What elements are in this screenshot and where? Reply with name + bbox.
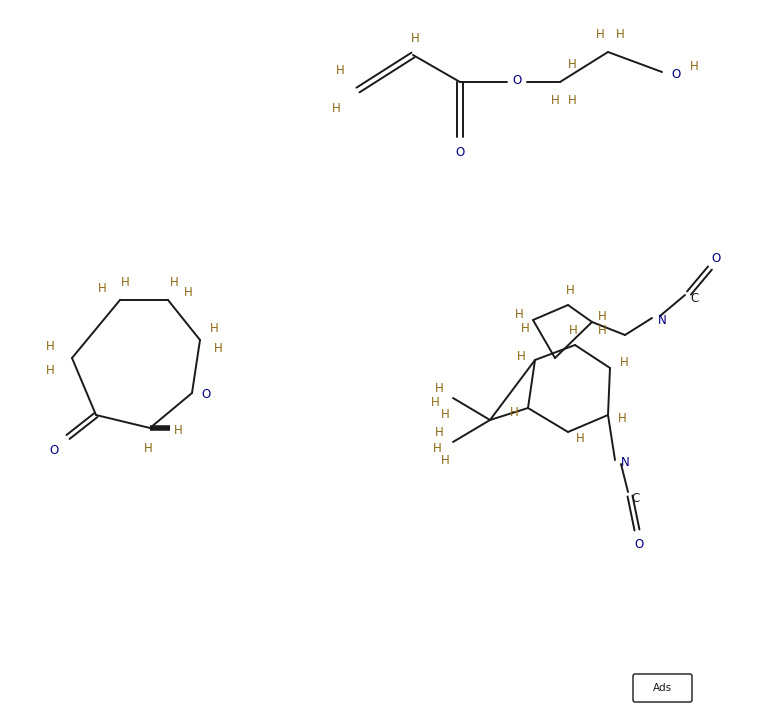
Text: O: O <box>513 74 522 86</box>
Text: H: H <box>441 454 449 467</box>
Text: H: H <box>435 382 444 394</box>
Text: H: H <box>336 64 344 76</box>
Text: O: O <box>672 67 681 81</box>
Text: H: H <box>46 363 54 377</box>
Text: N: N <box>620 455 630 469</box>
Text: H: H <box>46 340 54 353</box>
Text: H: H <box>620 355 628 368</box>
Text: H: H <box>515 307 523 321</box>
Text: H: H <box>184 285 192 299</box>
Text: H: H <box>689 59 698 72</box>
Text: H: H <box>509 406 519 418</box>
Text: H: H <box>516 350 526 362</box>
Text: O: O <box>634 537 643 551</box>
Text: H: H <box>431 396 439 409</box>
Text: H: H <box>596 28 604 40</box>
Text: H: H <box>597 324 607 336</box>
Text: H: H <box>331 101 340 115</box>
Text: H: H <box>568 57 576 71</box>
Text: H: H <box>568 93 576 106</box>
Text: H: H <box>170 275 178 288</box>
Text: H: H <box>565 285 575 297</box>
Text: C: C <box>632 491 640 505</box>
Text: O: O <box>201 389 210 401</box>
Text: H: H <box>597 309 607 323</box>
Text: Ads: Ads <box>653 683 672 693</box>
Text: O: O <box>711 251 721 265</box>
Text: H: H <box>98 282 106 295</box>
Text: N: N <box>658 314 666 326</box>
Text: H: H <box>441 408 449 421</box>
Text: H: H <box>213 341 223 355</box>
Text: H: H <box>575 431 584 445</box>
Text: H: H <box>144 442 152 455</box>
Text: H: H <box>433 442 441 455</box>
Text: H: H <box>121 275 129 288</box>
Text: H: H <box>435 426 444 438</box>
Text: H: H <box>551 93 559 106</box>
Text: H: H <box>568 324 578 338</box>
FancyBboxPatch shape <box>633 674 692 702</box>
Text: H: H <box>411 33 419 45</box>
Text: O: O <box>455 146 464 159</box>
Text: C: C <box>691 292 699 305</box>
Text: H: H <box>210 321 218 334</box>
Text: H: H <box>174 423 182 437</box>
Text: O: O <box>50 443 59 457</box>
Text: H: H <box>521 321 529 334</box>
Text: H: H <box>616 28 624 40</box>
Text: H: H <box>617 413 627 426</box>
